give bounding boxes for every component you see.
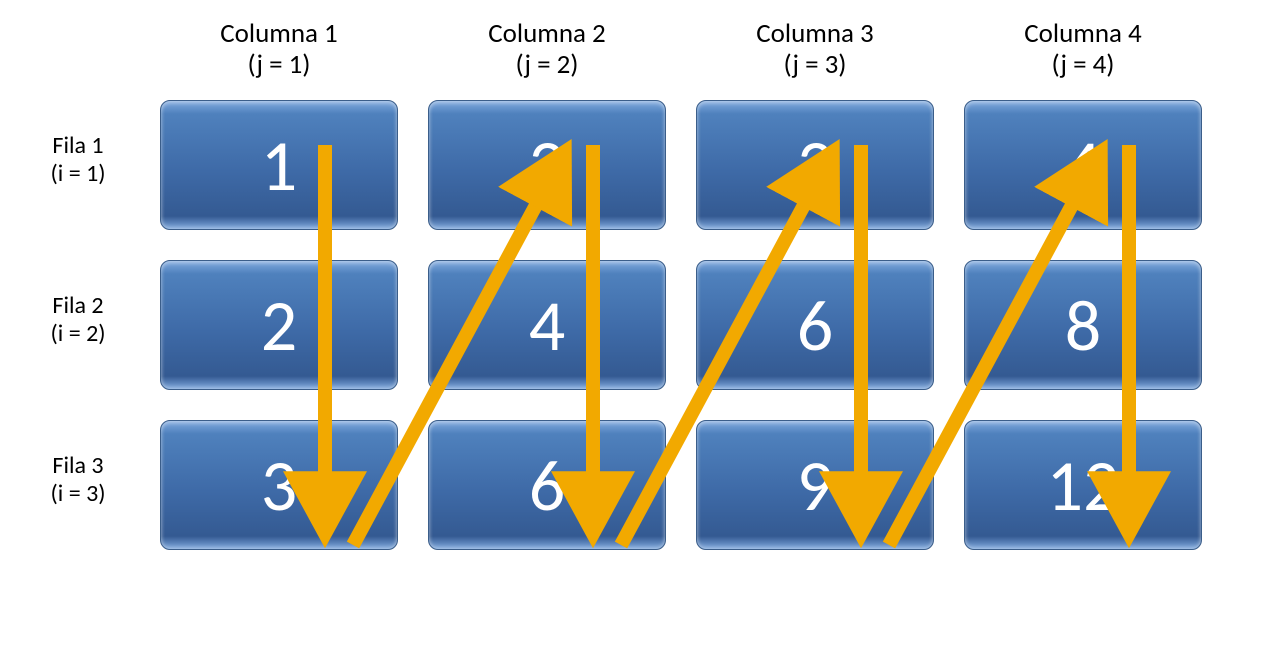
- col-header-title: Columna 4: [1024, 17, 1142, 50]
- cell-3-1: 3: [160, 420, 398, 550]
- row-header-3: Fila 3 (i = 3): [18, 452, 138, 507]
- col-header-sub: (j = 2): [515, 48, 578, 81]
- row-header-2: Fila 2 (i = 2): [18, 292, 138, 347]
- col-header-3: Columna 3 (j = 3): [696, 18, 934, 80]
- cell-1-3: 3: [696, 100, 934, 230]
- cell-3-4: 12: [964, 420, 1202, 550]
- cell-2-2: 4: [428, 260, 666, 390]
- col-header-sub: (j = 1): [247, 48, 310, 81]
- row-header-1: Fila 1 (i = 1): [18, 132, 138, 187]
- row-header-sub: (i = 1): [50, 159, 105, 188]
- col-header-sub: (j = 3): [783, 48, 846, 81]
- row-header-title: Fila 2: [52, 291, 103, 320]
- matrix-diagram: Columna 1 (j = 1) Columna 2 (j = 2) Colu…: [0, 0, 1263, 656]
- cell-2-1: 2: [160, 260, 398, 390]
- cell-1-2: 2: [428, 100, 666, 230]
- col-header-title: Columna 2: [488, 17, 606, 50]
- col-header-sub: (j = 4): [1051, 48, 1114, 81]
- col-header-1: Columna 1 (j = 1): [160, 18, 398, 80]
- row-header-title: Fila 1: [52, 131, 103, 160]
- cell-2-3: 6: [696, 260, 934, 390]
- row-header-title: Fila 3: [52, 451, 103, 480]
- row-header-sub: (i = 2): [50, 319, 105, 348]
- cell-1-1: 1: [160, 100, 398, 230]
- cell-1-4: 4: [964, 100, 1202, 230]
- col-header-title: Columna 1: [220, 17, 338, 50]
- cell-3-2: 6: [428, 420, 666, 550]
- cell-2-4: 8: [964, 260, 1202, 390]
- col-header-2: Columna 2 (j = 2): [428, 18, 666, 80]
- row-header-sub: (i = 3): [50, 479, 105, 508]
- cell-3-3: 9: [696, 420, 934, 550]
- col-header-4: Columna 4 (j = 4): [964, 18, 1202, 80]
- col-header-title: Columna 3: [756, 17, 874, 50]
